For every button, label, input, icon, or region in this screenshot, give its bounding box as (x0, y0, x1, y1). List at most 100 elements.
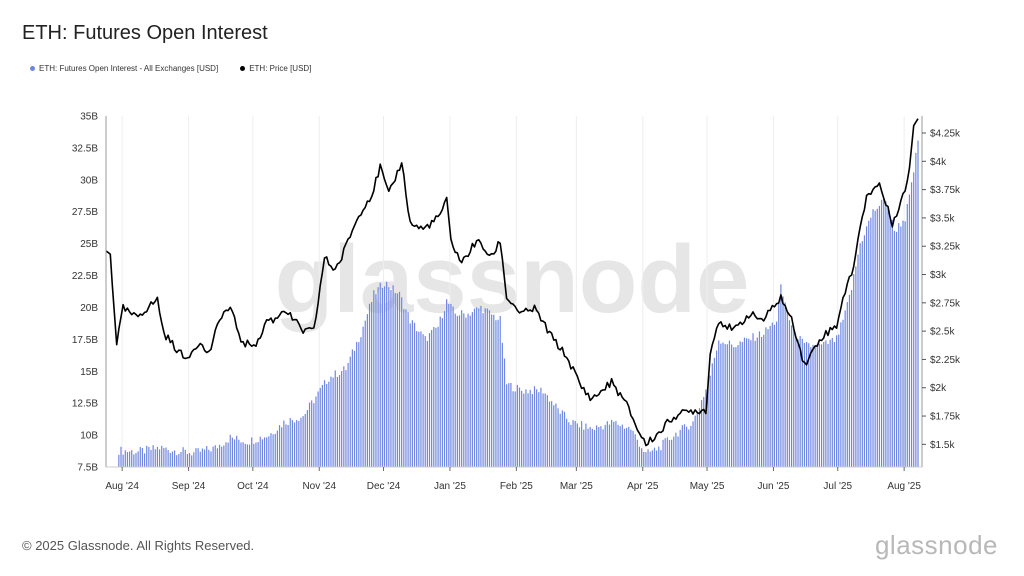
oi-bar (615, 421, 617, 467)
oi-bar (638, 446, 641, 467)
oi-bar (518, 387, 521, 467)
oi-bar (709, 375, 711, 467)
oi-bar (902, 220, 904, 467)
legend-item-oi[interactable]: ETH: Futures Open Interest - All Exchang… (30, 64, 218, 73)
oi-bar (855, 266, 857, 467)
oi-bar (865, 226, 868, 467)
oi-bar (180, 451, 182, 467)
oi-bar (251, 437, 253, 467)
oi-bar (628, 426, 630, 467)
oi-bar (705, 389, 707, 467)
oi-bar (561, 410, 563, 467)
oi-bar (463, 313, 465, 467)
oi-bar (568, 422, 570, 467)
oi-bar (137, 451, 139, 467)
right-tick-label: $3.75k (930, 185, 961, 196)
oi-bar (754, 340, 756, 467)
oi-bar (527, 393, 529, 467)
oi-bar (756, 337, 758, 467)
x-tick-label: Jul '25 (823, 481, 852, 492)
oi-bar (193, 452, 195, 467)
oi-bar (557, 408, 559, 467)
oi-bar (435, 327, 437, 467)
oi-bar (158, 449, 161, 467)
oi-bar (431, 329, 433, 467)
oi-bar (323, 380, 326, 467)
oi-bar (891, 219, 893, 467)
left-axis-ticks: 7.5B 10B 12.5B 15B 17.5B 20B 22.5B 25B 27.5B 30B 3… (72, 112, 98, 474)
oi-bar (416, 331, 418, 467)
oi-bar (351, 349, 353, 467)
oi-bar (289, 418, 291, 467)
oi-bar (161, 445, 163, 467)
oi-bar (696, 412, 698, 467)
oi-bar (278, 425, 281, 467)
oi-bar (739, 341, 741, 467)
oi-bar (816, 343, 818, 467)
oi-bar (898, 223, 900, 467)
right-axis-ticks: $1.5k $1.75k $2k $2.25k $2.5k $2.75k $3k $3.25k… (922, 128, 961, 451)
oi-bar (281, 427, 283, 467)
oi-bar (242, 442, 244, 467)
oi-bar (681, 425, 683, 467)
oi-bar (572, 420, 574, 467)
legend-item-price[interactable]: ETH: Price [USD] (240, 64, 311, 73)
x-tick-label: Aug '25 (887, 481, 921, 492)
oi-bar (906, 203, 908, 467)
oi-bar (270, 433, 272, 467)
axes (105, 116, 923, 468)
oi-bar (122, 454, 124, 467)
oi-bar (720, 343, 722, 467)
oi-bar (660, 450, 662, 467)
oi-bar (895, 231, 898, 467)
oi-bar (401, 297, 403, 467)
oi-bar (169, 452, 171, 467)
oi-bar (908, 194, 911, 467)
oi-bar (763, 334, 765, 467)
left-tick-label: 32.5B (72, 143, 98, 154)
oi-bar (223, 445, 225, 467)
oi-bar (259, 436, 261, 467)
oi-bar (261, 439, 264, 467)
oi-bar (285, 424, 287, 467)
oi-bar (671, 439, 673, 467)
oi-bar (913, 172, 915, 467)
oi-bar (493, 314, 495, 467)
oi-bar (771, 322, 773, 467)
oi-bar (634, 434, 636, 467)
oi-bar (148, 446, 150, 467)
chart-legend: ETH: Futures Open Interest - All Exchang… (30, 64, 311, 73)
oi-bar (917, 140, 919, 467)
oi-bar (701, 400, 703, 467)
oi-bar (173, 450, 176, 467)
oi-bar (383, 286, 386, 467)
oi-bar (229, 434, 231, 467)
oi-bar (176, 455, 178, 467)
oi-bar (244, 443, 246, 467)
oi-bar (861, 241, 863, 467)
oi-bar (330, 376, 332, 467)
oi-bar (716, 350, 718, 467)
oi-bar (154, 449, 156, 467)
oi-bar (760, 336, 763, 467)
oi-bar (446, 299, 448, 467)
oi-bar (878, 205, 881, 467)
oi-bar (186, 454, 189, 467)
oi-bar (139, 447, 141, 467)
oi-bar (604, 424, 606, 467)
oi-bar (418, 331, 420, 467)
oi-bar (454, 313, 456, 467)
oi-bar (694, 415, 696, 467)
oi-bar (835, 335, 838, 467)
right-tick-label: $4.25k (930, 128, 961, 139)
oi-bar (775, 321, 778, 467)
oi-bar (536, 389, 538, 467)
oi-bar (233, 439, 236, 467)
oi-bar (668, 440, 671, 467)
oi-bar (501, 342, 503, 467)
right-tick-label: $4k (930, 157, 947, 168)
oi-bar (722, 342, 724, 467)
oi-bar (319, 387, 321, 467)
oi-bar (611, 419, 613, 467)
